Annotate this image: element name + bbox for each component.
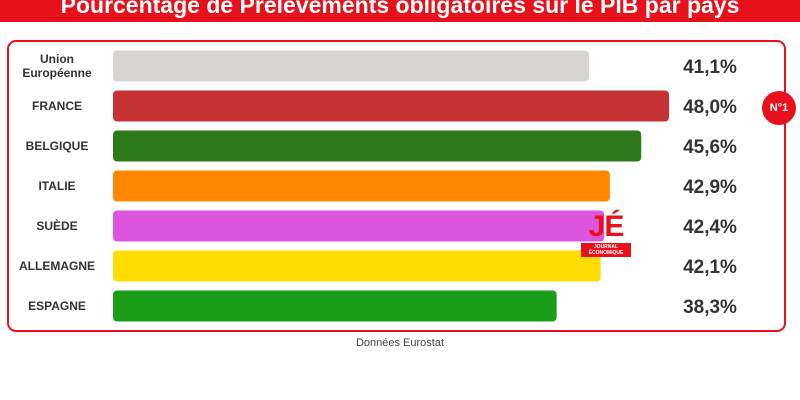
bar-6 [113,290,557,322]
rank-badge: N°1 [762,91,796,125]
value-label-0: 41,1% [683,57,737,78]
logo-caption-line1: JOURNAL [593,244,619,250]
bar-1 [113,90,669,122]
logo-caption: JOURNAL ÉCONOMIQUE [581,243,631,257]
value-label-1: 48,0% [683,97,737,118]
value-label-3: 42,9% [683,177,737,198]
value-label-5: 42,1% [683,257,737,278]
category-label-0: Union Européenne [22,52,92,80]
data-source: Données Eurostat [355,337,445,349]
category-label-6: ESPAGNE [28,299,86,313]
bar-4 [113,210,605,242]
category-label-2: BELGIQUE [26,139,89,153]
category-label-5: ALLEMAGNE [19,259,95,273]
logo-caption-line2: ÉCONOMIQUE [588,250,624,256]
value-label-4: 42,4% [683,217,737,238]
category-label-1: FRANCE [32,99,82,113]
value-label-6: 38,3% [683,297,737,318]
chart-title-banner: Pourcentage de Prélèvements obligatoires… [0,0,800,22]
logo-mark: JÉ [588,210,625,243]
bar-3 [113,170,610,202]
bar-5 [113,250,601,282]
bar-2 [113,130,642,162]
category-label-4: SUÈDE [36,218,77,233]
value-label-2: 45,6% [683,137,737,158]
bar-0 [113,50,590,82]
category-label-3: ITALIE [38,179,75,193]
journal-logo: JÉ JOURNAL ÉCONOMIQUE [581,212,631,257]
